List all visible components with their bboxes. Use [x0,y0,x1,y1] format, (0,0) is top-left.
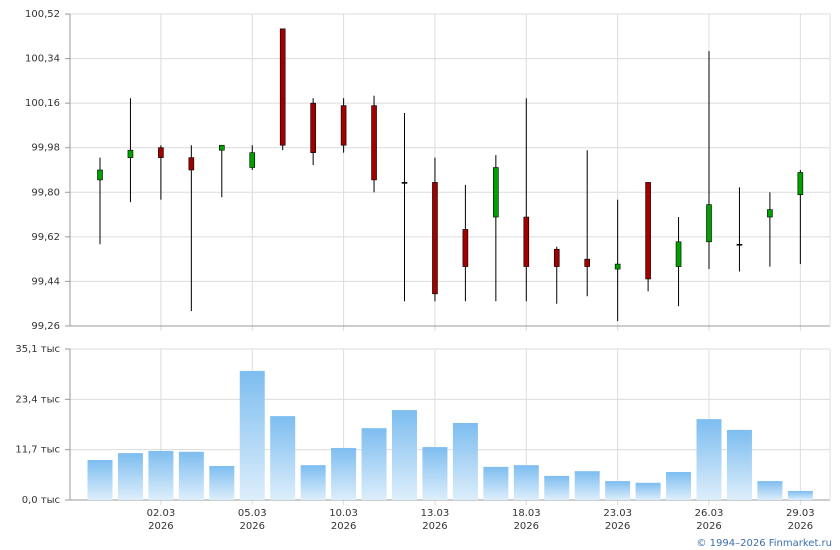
volume-bar [696,419,722,500]
candle-body [553,248,560,267]
x-tick-label: 29.03 2026 [786,508,815,532]
candle-body [340,105,347,146]
candle-body [371,105,377,181]
candle-body [584,258,591,267]
volume-bar [635,482,661,500]
volume-bar [148,450,174,500]
volume-bar [117,453,143,500]
y-tick-label: 23,4 тыс [15,394,60,405]
x-tick-label: 10.03 2026 [329,508,358,532]
volume-bar [178,451,204,500]
volume-bar [574,471,600,500]
candle-body [127,149,134,158]
candle-body [614,263,621,270]
candle-body [97,169,103,181]
volume-bar [513,465,539,500]
candle-body [645,182,651,280]
candle-body [675,241,682,267]
volume-bar [392,410,417,500]
y-tick-label: 0,0 тыс [22,495,60,506]
x-tick-label: 05.03 2026 [238,508,267,532]
x-tick-label: 18.03 2026 [512,508,541,532]
y-tick-label: 100,34 [25,54,60,65]
volume-bar [544,475,570,500]
candle-body [249,152,256,168]
candle-body [706,204,712,243]
y-tick-label: 99,80 [31,187,60,198]
y-tick-label: 99,98 [31,143,60,154]
volume-bar [331,447,357,500]
volume-bar [300,465,326,500]
x-tick-label: 23.03 2026 [603,508,632,532]
volume-bar [666,472,692,500]
candle-body [310,102,316,153]
candle-body [158,147,164,158]
candle-body [523,216,530,267]
volume-bar [787,490,813,500]
y-tick-label: 99,44 [31,276,60,287]
candle-body [219,144,225,151]
candle-body [279,28,286,146]
x-tick-label: 26.03 2026 [695,508,724,532]
candle-body [767,209,773,218]
y-tick-label: 99,26 [31,321,60,332]
candle-body [797,172,804,196]
candle-body [401,182,408,184]
y-tick-label: 100,16 [25,98,60,109]
candle-body [432,182,438,295]
volume-bar [605,481,631,500]
y-tick-label: 100,52 [25,9,60,20]
volume-bar [726,429,752,500]
x-tick-label: 02.03 2026 [147,508,176,532]
candle-body [188,157,195,171]
volume-bar [209,466,235,500]
volume-bar [452,422,478,500]
volume-bar [483,466,509,500]
y-tick-label: 11,7 тыс [15,445,60,456]
x-tick-label: 13.03 2026 [421,508,450,532]
y-tick-label: 35,1 тыс [15,344,60,355]
volume-bar [361,428,387,500]
volume-bar [757,481,783,500]
volume-bar [270,416,296,500]
volume-bar [239,370,265,500]
volume-bar [87,459,113,500]
volume-bar [422,447,448,500]
candle-body [736,243,743,246]
candle-body [493,167,499,218]
footer: © 1994–2026 Finmarket.ru [696,538,832,549]
y-tick-label: 99,62 [31,232,60,243]
candle-body [462,229,469,267]
